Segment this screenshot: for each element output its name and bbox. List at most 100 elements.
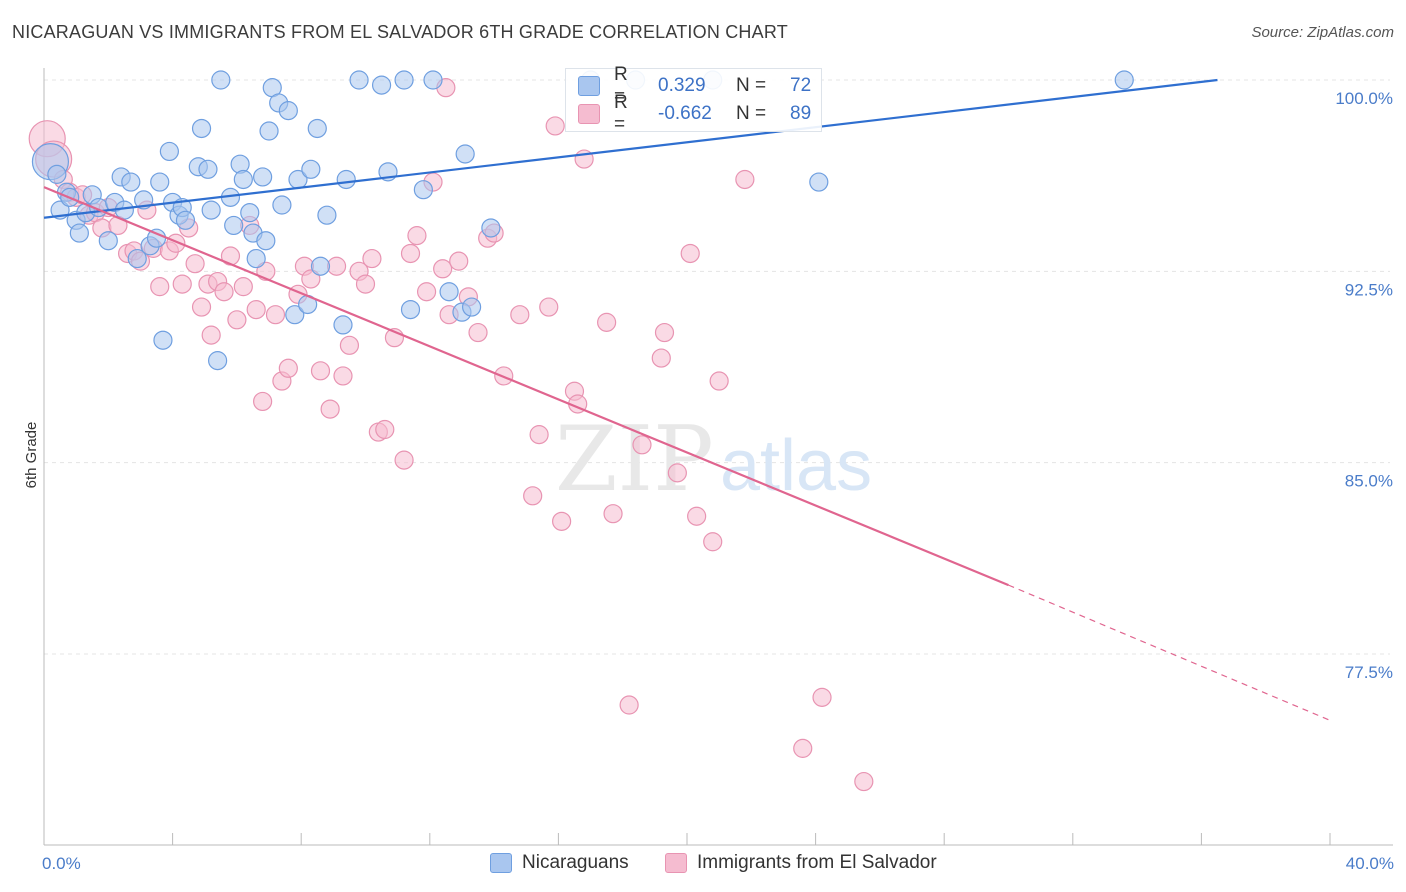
el-salvador-point-66 (529, 425, 549, 445)
legend-label-nicaraguans: Nicaraguans (522, 852, 629, 873)
legend-r-value: 0.329 (658, 75, 706, 96)
nicaraguans-point-14 (121, 172, 141, 192)
el-salvador-point-76 (632, 435, 652, 455)
nicaraguans-point-28 (198, 159, 218, 179)
el-salvador-point-86 (812, 687, 832, 707)
nicaraguans-point-16 (134, 190, 154, 210)
el-salvador-point-67 (539, 297, 559, 317)
nicaraguans-point-19 (150, 172, 170, 192)
legend-r-value: -0.662 (658, 103, 712, 124)
legend-n-value: 72 (790, 75, 812, 96)
el-salvador-point-32 (253, 391, 273, 412)
nicaraguans-point-10 (98, 231, 118, 251)
nicaraguans-point-59 (413, 180, 433, 200)
el-salvador-point-54 (416, 282, 437, 302)
legend-r-label: R = (614, 64, 628, 107)
nicaraguans-point-67 (809, 172, 829, 192)
y-tick-label-1: 92.5% (1345, 280, 1393, 299)
el-salvador-point-65 (523, 486, 543, 506)
el-salvador-point-43 (333, 366, 353, 386)
legend-swatch-pink (578, 104, 600, 124)
watermark-zip: ZIP (555, 407, 714, 512)
nicaraguans-point-29 (201, 200, 221, 220)
series-el-salvador (28, 78, 874, 792)
trend-line-el-salvador-extension (1008, 584, 1331, 721)
el-salvador-point-78 (654, 322, 675, 343)
nicaraguans-point-71 (246, 248, 266, 269)
x-tick-max: 40.0% (1346, 854, 1394, 873)
y-tick-label-0: 100.0% (1335, 89, 1393, 108)
y-tick-label-2: 85.0% (1345, 472, 1393, 491)
series-legend: Nicaraguans Immigrants from El Salvador (0, 852, 1406, 878)
el-salvador-point-69 (552, 511, 572, 531)
el-salvador-point-49 (375, 419, 395, 440)
trend-lines (43, 78, 1331, 721)
el-salvador-point-85 (793, 738, 813, 758)
chart-title: NICARAGUAN VS IMMIGRANTS FROM EL SALVADO… (12, 22, 788, 42)
nicaraguans-point-58 (400, 300, 421, 320)
legend-n-label: N = (736, 75, 767, 96)
legend-item-el-salvador: Immigrants from El Salvador (665, 852, 937, 874)
el-salvador-point-73 (597, 312, 617, 332)
legend-item-nicaraguans: Nicaraguans (490, 852, 629, 874)
y-tick-labels: 100.0% 92.5% 85.0% 77.5% (1335, 89, 1393, 682)
el-salvador-point-79 (667, 463, 687, 483)
el-salvador-point-58 (449, 251, 469, 271)
el-salvador-point-21 (185, 254, 205, 274)
nicaraguans-point-51 (317, 205, 337, 225)
legend-n-label: N = (736, 103, 767, 124)
legend-swatch-blue (578, 76, 600, 96)
nicaraguans-point-54 (349, 70, 369, 90)
el-salvador-point-81 (687, 506, 707, 526)
nicaraguans-point-20 (153, 330, 173, 350)
el-salvador-point-16 (150, 277, 170, 297)
nicaraguans-point-15 (127, 248, 147, 269)
el-salvador-point-31 (246, 300, 266, 320)
legend-row-el-salvador: R = -0.662 N = 89 (578, 92, 812, 135)
legend-swatch-blue (490, 853, 512, 873)
nicaraguans-point-53 (336, 169, 356, 190)
nicaraguans-point-43 (272, 195, 292, 215)
el-salvador-point-24 (201, 325, 221, 345)
el-salvador-point-84 (735, 169, 755, 190)
el-salvador-point-74 (603, 504, 623, 524)
el-salvador-point-34 (265, 305, 286, 325)
source-label: Source: ZipAtlas.com (1251, 24, 1394, 41)
legend-n-value: 89 (790, 103, 812, 124)
el-salvador-point-19 (172, 274, 192, 294)
y-tick-label-3: 77.5% (1345, 663, 1393, 682)
nicaraguans-point-40 (259, 121, 279, 141)
nicaraguans-point-63 (455, 144, 475, 164)
el-salvador-point-41 (320, 399, 340, 419)
nicaraguans-point-44 (278, 101, 298, 121)
y-axis-label: 6th Grade (23, 422, 40, 489)
el-salvador-point-82 (703, 532, 723, 552)
nicaraguans-point-48 (301, 159, 321, 179)
legend-label-el-salvador: Immigrants from El Salvador (697, 852, 937, 873)
el-salvador-point-26 (214, 282, 234, 302)
trend-line-el-salvador (43, 186, 1009, 587)
el-salvador-point-47 (362, 248, 382, 269)
nicaraguans-point-33 (224, 215, 244, 236)
el-salvador-point-36 (278, 358, 298, 378)
el-salvador-point-60 (468, 322, 488, 343)
x-tick-min: 0.0% (42, 854, 81, 873)
nicaraguans-point-49 (307, 118, 327, 139)
nicaraguans-point-39 (256, 231, 276, 251)
el-salvador-point-42 (326, 256, 347, 276)
nicaraguans-point-57 (394, 70, 414, 90)
nicaraguans-point-30 (208, 351, 228, 371)
nicaraguans-point-64 (481, 218, 501, 238)
nicaraguans-point-52 (333, 315, 353, 335)
nicaraguans-point-31 (211, 70, 231, 90)
legend-swatch-pink (665, 853, 687, 873)
nicaraguans-point-1 (47, 164, 67, 184)
el-salvador-point-64 (510, 305, 530, 325)
el-salvador-point-44 (339, 335, 360, 355)
watermark-atlas: atlas (720, 426, 872, 506)
el-salvador-point-39 (301, 269, 321, 289)
nicaraguans-point-27 (191, 118, 212, 139)
el-salvador-point-40 (310, 361, 331, 381)
nicaraguans-point-60 (423, 70, 443, 90)
nicaraguans-point-6 (69, 223, 89, 243)
